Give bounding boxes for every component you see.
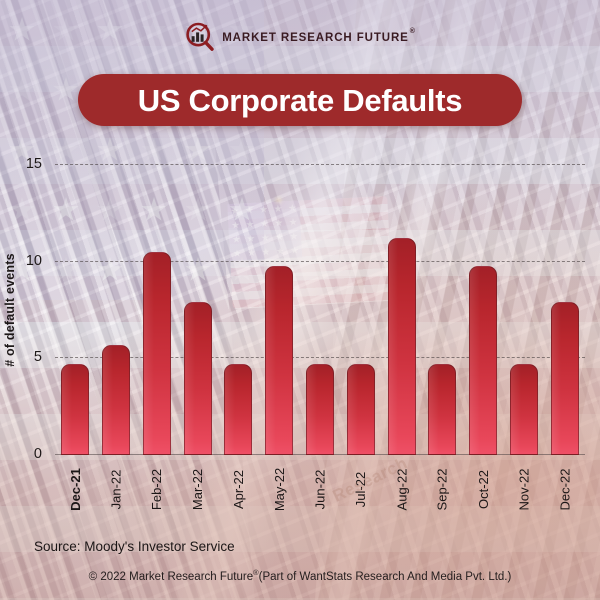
page-title: US Corporate Defaults [137,82,463,118]
grid-line [55,164,585,165]
grid-line [55,357,585,359]
brand-logo-text: MARKET RESEARCH FUTURE® [222,27,416,44]
bar [346,364,375,455]
bar [61,364,90,455]
bar [142,252,171,455]
bar [306,364,334,455]
copyright-prefix: © 2022 Market Research Future [88,570,254,583]
bar [387,238,416,455]
bar-series [55,165,585,455]
grid-line [55,260,585,262]
y-axis-tick-labels: 0 5 10 15 [25,156,42,462]
x-axis-tick-labels: Dec-21 Jan-22 Feb-22 Mar-22 Apr-22 May-22 Jun-… [55,460,585,522]
x-axis-tick-label: Dec-22 [557,468,573,511]
bar [183,302,212,455]
source-note: Source: Moody's Investor Service [34,539,235,554]
magnifier-bar-chart-icon [185,22,215,52]
bar [509,364,538,455]
brand-logo-label: MARKET RESEARCH FUTURE [222,31,409,44]
bar [550,302,579,455]
copyright-note: © 2022 Market Research Future®(Part of W… [0,568,600,583]
copyright-suffix: (Part of WantStats Research And Media Pv… [258,570,512,583]
bar [102,344,131,455]
brand-logo: MARKET RESEARCH FUTURE® [0,22,600,52]
copyright-registered-icon: ® [253,568,259,577]
brand-registered-icon: ® [409,27,416,35]
title-banner: US Corporate Defaults [78,74,522,126]
bar [224,364,253,455]
plot-area [55,164,585,455]
bar [265,265,294,455]
bar [428,364,457,455]
bar [469,265,498,455]
